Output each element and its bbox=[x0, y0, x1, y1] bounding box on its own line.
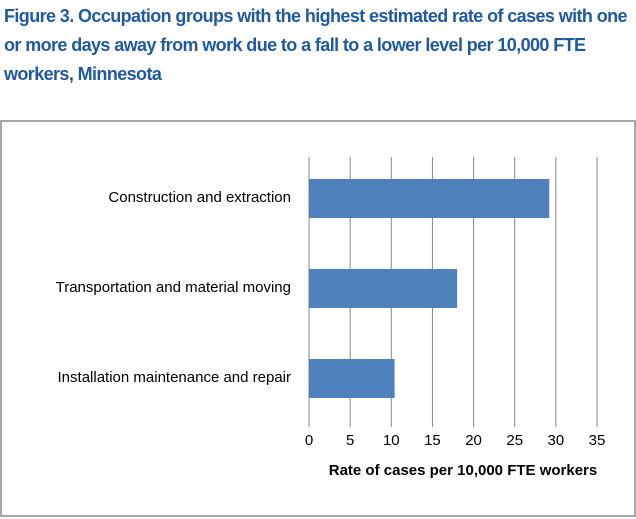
x-tick-label: 0 bbox=[305, 432, 313, 449]
bar bbox=[309, 359, 395, 398]
x-tick-label: 35 bbox=[589, 432, 606, 449]
x-tick-label: 25 bbox=[506, 432, 523, 449]
chart-frame bbox=[0, 120, 636, 517]
x-tick-label: 30 bbox=[548, 432, 565, 449]
x-axis-label: Rate of cases per 10,000 FTE workers bbox=[329, 462, 597, 479]
x-tick-label: 20 bbox=[465, 432, 482, 449]
x-tick-label: 5 bbox=[346, 432, 354, 449]
bar bbox=[309, 269, 458, 308]
y-tick-label: Transportation and material moving bbox=[56, 279, 291, 296]
y-tick-label: Installation maintenance and repair bbox=[58, 369, 291, 386]
x-tick-label: 10 bbox=[383, 432, 400, 449]
y-tick-label: Construction and extraction bbox=[108, 189, 291, 206]
bar bbox=[309, 179, 550, 218]
chart-title: Figure 3. Occupation groups with the hig… bbox=[4, 6, 628, 84]
x-tick-label: 15 bbox=[424, 432, 441, 449]
